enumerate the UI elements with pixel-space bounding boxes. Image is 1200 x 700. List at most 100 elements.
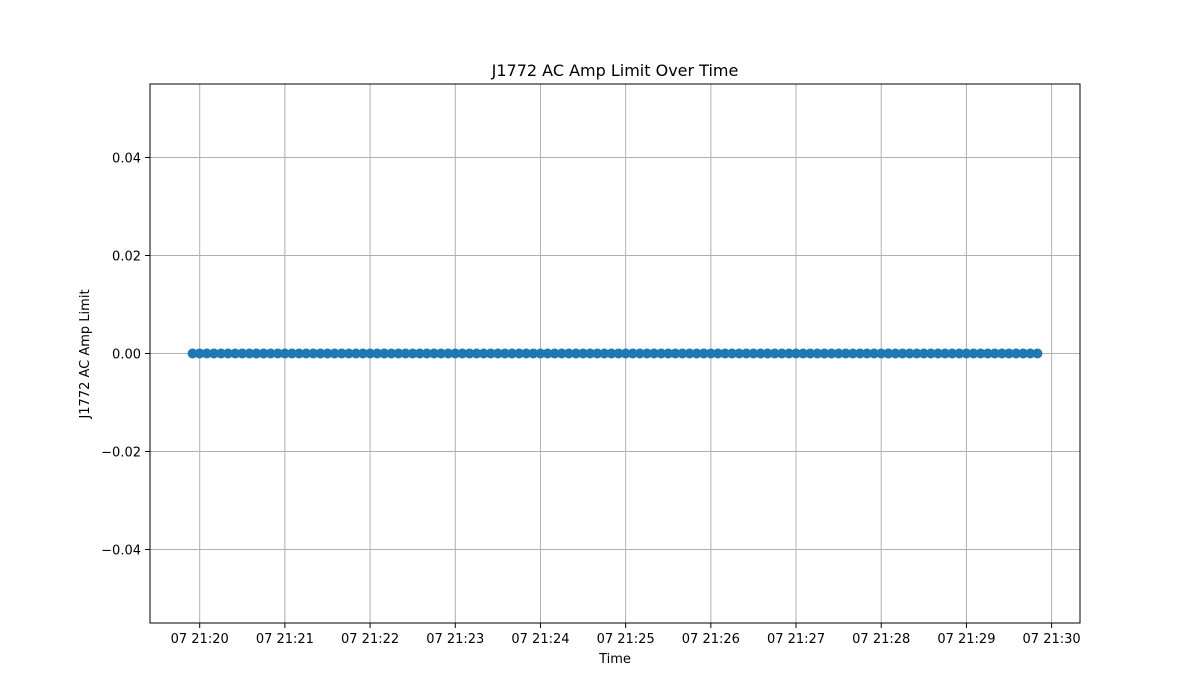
data-point xyxy=(294,348,305,359)
data-point xyxy=(315,348,326,359)
data-point xyxy=(620,348,631,359)
data-point xyxy=(869,348,880,359)
data-point xyxy=(286,348,297,359)
data-point xyxy=(535,348,546,359)
data-point xyxy=(443,348,454,359)
data-point xyxy=(776,348,787,359)
data-point xyxy=(407,348,418,359)
data-point xyxy=(798,348,809,359)
data-point xyxy=(1025,348,1036,359)
data-point xyxy=(357,348,368,359)
y-tick-label: 0.02 xyxy=(112,250,141,265)
data-point xyxy=(791,348,802,359)
data-point xyxy=(599,348,610,359)
data-point xyxy=(940,348,951,359)
data-point xyxy=(897,348,908,359)
x-tick-label: 07 21:29 xyxy=(937,632,995,647)
y-tick-label: −0.02 xyxy=(101,446,141,461)
data-point xyxy=(663,348,674,359)
data-point xyxy=(521,348,532,359)
data-point xyxy=(1004,348,1015,359)
data-point xyxy=(783,348,794,359)
data-point xyxy=(492,348,503,359)
data-point xyxy=(322,348,333,359)
data-point xyxy=(613,348,624,359)
data-point xyxy=(528,348,539,359)
data-point xyxy=(748,348,759,359)
data-point xyxy=(741,348,752,359)
data-point xyxy=(450,348,461,359)
data-point xyxy=(507,348,518,359)
y-tick-label: 0.00 xyxy=(112,348,141,363)
x-tick-label: 07 21:23 xyxy=(426,632,484,647)
data-point xyxy=(705,348,716,359)
data-point xyxy=(762,348,773,359)
x-tick-label: 07 21:30 xyxy=(1023,632,1081,647)
data-point xyxy=(215,348,226,359)
data-point xyxy=(194,348,205,359)
data-point xyxy=(223,348,234,359)
chart-title: J1772 AC Amp Limit Over Time xyxy=(491,61,739,80)
data-point xyxy=(854,348,865,359)
data-point xyxy=(592,348,603,359)
data-point xyxy=(187,348,198,359)
data-point xyxy=(237,348,248,359)
data-point xyxy=(464,348,475,359)
data-point xyxy=(634,348,645,359)
data-point xyxy=(904,348,915,359)
data-point xyxy=(400,348,411,359)
data-point xyxy=(712,348,723,359)
data-point xyxy=(556,348,567,359)
data-point xyxy=(350,348,361,359)
data-point xyxy=(734,348,745,359)
data-point xyxy=(329,348,340,359)
data-point xyxy=(996,348,1007,359)
data-point xyxy=(670,348,681,359)
data-point xyxy=(720,348,731,359)
data-point xyxy=(947,348,958,359)
data-point xyxy=(876,348,887,359)
data-point xyxy=(485,348,496,359)
data-point xyxy=(542,348,553,359)
data-point xyxy=(1011,348,1022,359)
x-tick-label: 07 21:24 xyxy=(511,632,569,647)
data-point xyxy=(514,348,525,359)
data-point xyxy=(379,348,390,359)
data-point xyxy=(890,348,901,359)
data-point xyxy=(272,348,283,359)
data-point xyxy=(833,348,844,359)
data-point xyxy=(301,348,312,359)
data-point xyxy=(251,348,262,359)
data-point xyxy=(201,348,212,359)
y-axis-ticks: −0.04 −0.02 0.00 0.02 0.04 xyxy=(101,152,150,559)
data-point xyxy=(208,348,219,359)
data-point xyxy=(769,348,780,359)
data-point xyxy=(862,348,873,359)
data-point xyxy=(698,348,709,359)
data-point xyxy=(265,348,276,359)
data-point xyxy=(812,348,823,359)
data-point xyxy=(954,348,965,359)
data-point xyxy=(982,348,993,359)
data-point xyxy=(393,348,404,359)
data-point xyxy=(578,348,589,359)
data-point xyxy=(656,348,667,359)
x-axis-ticks: 07 21:20 07 21:21 07 21:22 07 21:23 07 21:24… xyxy=(171,623,1081,647)
data-point xyxy=(279,348,290,359)
data-point xyxy=(826,348,837,359)
x-axis-label: Time xyxy=(598,652,631,667)
x-tick-label: 07 21:21 xyxy=(256,632,314,647)
data-point xyxy=(1018,348,1029,359)
data-point xyxy=(755,348,766,359)
data-point xyxy=(961,348,972,359)
data-point xyxy=(677,348,688,359)
data-point xyxy=(258,348,269,359)
data-point xyxy=(975,348,986,359)
data-points xyxy=(187,348,1043,359)
data-point xyxy=(365,348,376,359)
x-tick-label: 07 21:28 xyxy=(852,632,910,647)
data-point xyxy=(933,348,944,359)
data-point xyxy=(1032,348,1043,359)
x-tick-label: 07 21:26 xyxy=(682,632,740,647)
data-point xyxy=(478,348,489,359)
